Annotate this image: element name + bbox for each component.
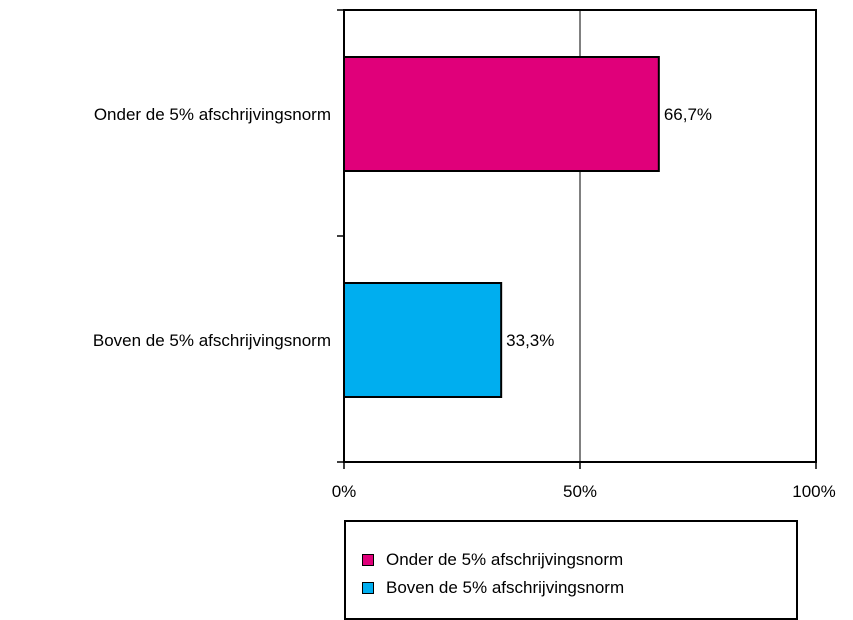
legend-item-0: Onder de 5% afschrijvingsnorm [362, 550, 623, 570]
legend-swatch-0 [362, 554, 374, 566]
category-label-1: Boven de 5% afschrijvingsnorm [93, 331, 331, 350]
legend-item-1: Boven de 5% afschrijvingsnorm [362, 578, 624, 598]
data-label-1: 33,3% [506, 331, 554, 350]
bar-chart: Onder de 5% afschrijvingsnorm Boven de 5… [93, 9, 836, 501]
legend: Onder de 5% afschrijvingsnorm Boven de 5… [344, 520, 798, 620]
data-label-0: 66,7% [664, 105, 712, 124]
x-tick-label-0: 0% [332, 482, 357, 501]
legend-label-1: Boven de 5% afschrijvingsnorm [386, 578, 625, 597]
x-tick-label-2: 100% [792, 482, 835, 501]
bar-1 [343, 282, 503, 398]
x-tick-label-1: 50% [563, 482, 597, 501]
bar-0 [343, 56, 660, 172]
category-label-0: Onder de 5% afschrijvingsnorm [94, 105, 331, 124]
legend-swatch-1 [362, 582, 374, 594]
legend-label-0: Onder de 5% afschrijvingsnorm [386, 550, 624, 569]
